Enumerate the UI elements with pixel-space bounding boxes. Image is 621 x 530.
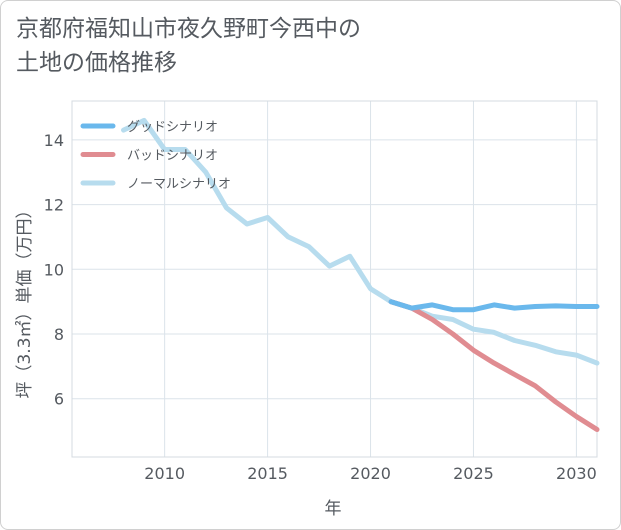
series-layer bbox=[121, 117, 600, 432]
x-tick-label: 2020 bbox=[350, 464, 391, 483]
plot-area-border bbox=[71, 100, 598, 458]
series-line bbox=[388, 299, 600, 313]
legend-label: ノーマルシナリオ bbox=[127, 177, 231, 192]
y-tick-label: 14 bbox=[44, 131, 64, 150]
y-tick-labels: 6 8 10 12 14 bbox=[44, 131, 64, 409]
legend-label: グッドシナリオ bbox=[127, 120, 218, 135]
y-tick-label: 10 bbox=[44, 260, 64, 279]
x-tick-label: 2010 bbox=[144, 464, 185, 483]
legend-label: バッドシナリオ bbox=[127, 149, 218, 164]
x-tick-label: 2015 bbox=[247, 464, 288, 483]
grid-lines bbox=[72, 101, 597, 457]
series-line bbox=[121, 117, 600, 366]
x-tick-label: 2025 bbox=[453, 464, 494, 483]
series-line bbox=[388, 299, 600, 432]
x-tick-label: 2030 bbox=[556, 464, 597, 483]
x-tick-labels: 2010 2015 2020 2025 2030 bbox=[144, 464, 596, 483]
y-tick-label: 6 bbox=[54, 390, 64, 409]
y-tick-label: 8 bbox=[54, 325, 64, 344]
x-axis-label: 年 bbox=[325, 499, 342, 519]
y-axis-label: 坪（3.3㎡）単価（万円） bbox=[15, 201, 35, 398]
y-tick-label: 12 bbox=[44, 196, 64, 215]
chart-title: 京都府福知山市夜久野町今西中の 土地の価格推移 bbox=[16, 16, 361, 76]
